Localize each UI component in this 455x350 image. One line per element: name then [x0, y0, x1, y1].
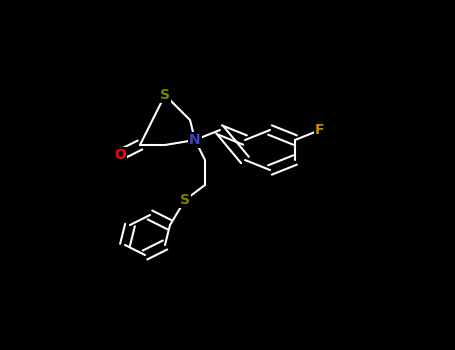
Text: O: O — [114, 148, 126, 162]
Text: N: N — [189, 133, 201, 147]
Text: S: S — [160, 88, 170, 102]
Text: S: S — [180, 193, 190, 207]
Text: F: F — [315, 123, 325, 137]
